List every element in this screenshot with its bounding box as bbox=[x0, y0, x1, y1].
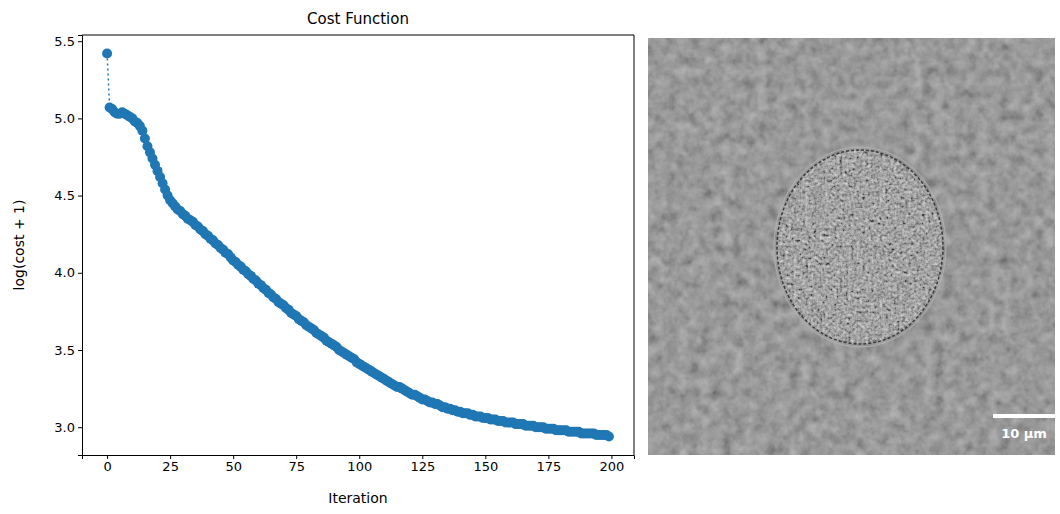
figure: Cost Function02550751001251501752003.03.… bbox=[0, 0, 1060, 514]
y-tick-label: 5.0 bbox=[54, 111, 75, 126]
x-tick: 200 bbox=[600, 455, 625, 474]
cell-texture bbox=[770, 145, 950, 350]
x-tick-label: 75 bbox=[288, 459, 305, 474]
x-tick: 150 bbox=[473, 455, 498, 474]
x-axis-title: Iteration bbox=[328, 490, 387, 506]
y-tick-label: 3.0 bbox=[54, 420, 75, 435]
cost-line bbox=[107, 54, 609, 437]
y-axis: 3.0 3.5 4.0 4.5 5.0 5.5 bbox=[54, 34, 82, 456]
y-tick-mark bbox=[78, 41, 82, 42]
x-tick-label: 100 bbox=[347, 459, 372, 474]
y-tick-mark bbox=[78, 427, 82, 428]
image-texture bbox=[648, 38, 1055, 455]
y-tick: 4.5 bbox=[54, 188, 82, 203]
cost-point bbox=[102, 49, 112, 59]
microscopy-image bbox=[648, 38, 1055, 455]
image-ground bbox=[648, 38, 1055, 455]
x-tick: 0 bbox=[103, 455, 111, 474]
x-tick-label: 125 bbox=[410, 459, 435, 474]
x-tick-label: 50 bbox=[225, 459, 242, 474]
cell-halo bbox=[774, 147, 946, 347]
x-tick-label: 175 bbox=[536, 459, 561, 474]
x-tick-label: 200 bbox=[600, 459, 625, 474]
x-axis: 0 25 50 75 100 125 150 175 200 bbox=[83, 455, 635, 474]
y-tick-label: 5.5 bbox=[54, 34, 75, 49]
frame-top bbox=[82, 35, 634, 36]
x-tick-label: 150 bbox=[473, 459, 498, 474]
y-tick: 3.5 bbox=[54, 343, 82, 358]
scale-bar-label: 10 µm bbox=[1001, 426, 1047, 441]
x-tick: 175 bbox=[536, 455, 561, 474]
y-tick-label: 4.0 bbox=[54, 265, 75, 280]
y-axis-title: log(cost + 1) bbox=[11, 200, 27, 291]
y-tick-label: 4.5 bbox=[54, 188, 75, 203]
frame-right bbox=[634, 35, 635, 455]
x-tick: 125 bbox=[410, 455, 435, 474]
cost-point bbox=[604, 431, 614, 441]
y-tick: 3.0 bbox=[54, 420, 82, 435]
x-tick-label: 0 bbox=[103, 459, 111, 474]
x-tick: 25 bbox=[162, 455, 179, 474]
y-tick-label: 3.5 bbox=[54, 343, 75, 358]
chart-title: Cost Function bbox=[307, 10, 409, 28]
y-tick-mark bbox=[78, 350, 82, 351]
y-tick: 5.0 bbox=[54, 111, 82, 126]
y-tick-mark bbox=[78, 273, 82, 274]
x-tick: 100 bbox=[347, 455, 372, 474]
x-tick-label: 25 bbox=[162, 459, 179, 474]
cell-outline bbox=[777, 150, 943, 344]
y-tick: 4.0 bbox=[54, 265, 82, 280]
scale-bar bbox=[993, 414, 1055, 418]
y-tick-mark bbox=[78, 118, 82, 119]
y-tick-mark bbox=[78, 196, 82, 197]
x-tick: 50 bbox=[225, 455, 242, 474]
y-axis-line bbox=[78, 36, 83, 456]
plot-area bbox=[102, 49, 614, 442]
y-tick: 5.5 bbox=[54, 34, 82, 49]
x-tick: 75 bbox=[288, 455, 305, 474]
